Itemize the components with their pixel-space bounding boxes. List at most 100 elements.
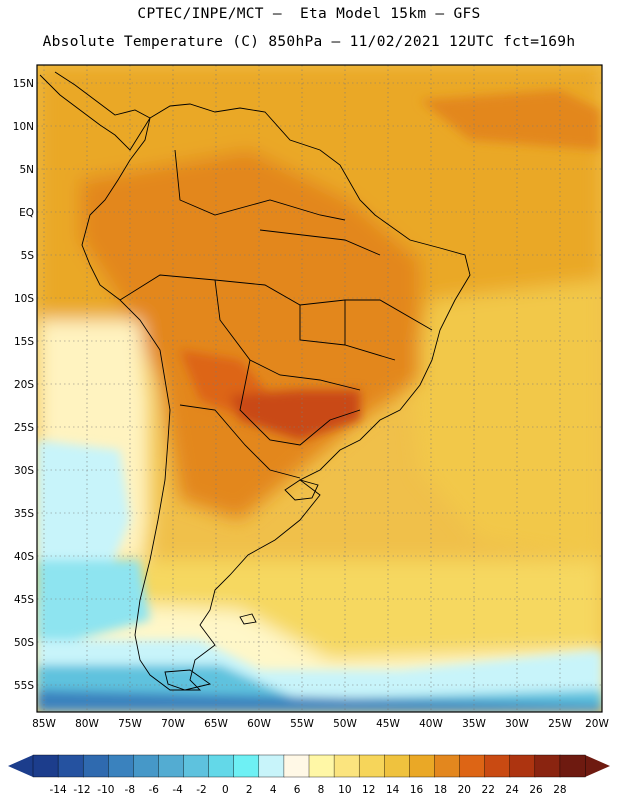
- colorbar-cell: [358, 754, 385, 778]
- colorbar-tick-label: -6: [148, 784, 159, 796]
- colorbar-tick-label: 18: [434, 784, 447, 796]
- border-paraguay: [239, 359, 361, 446]
- lat-label: 20S: [14, 379, 34, 391]
- border-andes: [119, 274, 433, 331]
- plot-frame: [36, 64, 603, 713]
- lat-label: 5S: [21, 250, 35, 262]
- colorbar-tick-label: -10: [97, 784, 114, 796]
- colorbar-tick-label: 24: [505, 784, 519, 796]
- lon-label: 80W: [75, 718, 99, 730]
- colorbar-cell: [158, 754, 185, 778]
- colorbar: -14 -12 -10 -8 -6 -4 -2 0 2 4 6 8 10 12 14 16 18 20 22 24 26…: [8, 754, 610, 796]
- colorbar-cell: [57, 754, 84, 778]
- colorbar-cell: [384, 754, 410, 778]
- lon-label: 85W: [32, 718, 56, 730]
- field-hotspot-parana: [230, 390, 360, 440]
- lon-axis: 85W 80W 75W 70W 65W 60W 55W 50W 45W 40W …: [32, 718, 609, 730]
- lon-label: 60W: [247, 718, 271, 730]
- colorbar-tick-label: 20: [458, 784, 471, 796]
- south-america-coast: [81, 103, 471, 691]
- colorbar-ticks: -14 -12 -10 -8 -6 -4 -2 0 2 4 6 8 10 12 14 16 18 20 22 24 26…: [50, 784, 567, 796]
- field-coldest-south: [37, 690, 602, 712]
- lat-label: 50S: [14, 637, 34, 649]
- lon-label: 35W: [462, 718, 486, 730]
- colorbar-max-arrow: [585, 755, 610, 777]
- colorbar-tick-label: 2: [246, 784, 253, 796]
- lon-label: 75W: [118, 718, 142, 730]
- colorbar-cell: [283, 754, 310, 778]
- lon-label: 65W: [204, 718, 228, 730]
- colorbar-cell: [233, 754, 260, 778]
- lat-label: 10S: [14, 293, 34, 305]
- colorbar-cell: [409, 754, 436, 778]
- lat-label: 25S: [14, 422, 34, 434]
- lat-label: EQ: [19, 207, 34, 219]
- colorbar-cell: [258, 754, 285, 778]
- uruguay-coast: [284, 479, 319, 501]
- colorbar-cell: [509, 754, 536, 778]
- colorbar-tick-label: 0: [222, 784, 229, 796]
- colorbar-cell: [559, 754, 586, 778]
- falklands: [239, 613, 257, 625]
- title-line-2: Absolute Temperature (C) 850hPa – 11/02/…: [42, 34, 576, 50]
- lat-label: 55S: [14, 680, 34, 692]
- title-line-1: CPTEC/INPE/MCT – Eta Model 15km – GFS: [137, 6, 481, 22]
- central-america-coast: [39, 71, 151, 151]
- colorbar-tick-label: 6: [294, 784, 301, 796]
- colorbar-cell: [459, 754, 486, 778]
- colorbar-cells: [32, 754, 586, 778]
- border-argentina: [179, 404, 301, 479]
- colorbar-tick-label: -2: [196, 784, 206, 796]
- coastlines: [39, 71, 471, 691]
- field-warm-caribbean: [420, 90, 600, 150]
- colorbar-cell: [32, 754, 59, 778]
- colorbar-tick-label: 22: [482, 784, 495, 796]
- colorbar-cell: [333, 754, 360, 778]
- lon-label: 30W: [505, 718, 529, 730]
- lat-label: 40S: [14, 551, 34, 563]
- colorbar-tick-label: 8: [318, 784, 325, 796]
- colorbar-cell: [82, 754, 109, 778]
- field-atlantic: [410, 280, 602, 560]
- lat-label: 35S: [14, 508, 34, 520]
- colorbar-tick-label: -12: [73, 784, 90, 796]
- colorbar-tick-label: -4: [172, 784, 183, 796]
- lon-label: 40W: [419, 718, 443, 730]
- colorbar-cell: [133, 754, 160, 778]
- colorbar-cell: [308, 754, 335, 778]
- lon-label: 20W: [585, 718, 609, 730]
- colorbar-tick-label: 26: [529, 784, 543, 796]
- colorbar-tick-label: 28: [553, 784, 566, 796]
- lon-label: 25W: [548, 718, 572, 730]
- border-north: [174, 149, 346, 221]
- lon-label: 45W: [376, 718, 400, 730]
- colorbar-min-arrow: [8, 755, 33, 777]
- lat-label: 30S: [14, 465, 34, 477]
- colorbar-cell: [183, 754, 210, 778]
- lat-label: 15S: [14, 336, 34, 348]
- lat-axis: 15N 10N 5N EQ 5S 10S 15S 20S 25S 30S 35S…: [13, 78, 35, 692]
- colorbar-tick-label: 16: [410, 784, 424, 796]
- colorbar-cell: [484, 754, 511, 778]
- lat-label: 5N: [19, 164, 34, 176]
- lon-label: 50W: [333, 718, 357, 730]
- colorbar-tick-label: 4: [270, 784, 277, 796]
- temperature-field: [37, 65, 602, 712]
- colorbar-cell: [108, 754, 134, 778]
- colorbar-tick-label: -14: [50, 784, 67, 796]
- lon-label: 55W: [290, 718, 314, 730]
- lat-label: 45S: [14, 594, 34, 606]
- colorbar-cell: [434, 754, 461, 778]
- border-brazil-states: [259, 229, 396, 361]
- lon-label: 70W: [161, 718, 185, 730]
- field-cold-pacific: [37, 440, 130, 570]
- colorbar-tick-label: 10: [338, 784, 351, 796]
- field-cold-pacific-2: [37, 560, 150, 650]
- colorbar-tick-label: 12: [362, 784, 375, 796]
- border-bolivia: [214, 279, 361, 391]
- lat-label: 15N: [13, 78, 34, 90]
- colorbar-tick-label: 14: [386, 784, 400, 796]
- lat-label: 10N: [13, 121, 34, 133]
- colorbar-cell: [208, 754, 235, 778]
